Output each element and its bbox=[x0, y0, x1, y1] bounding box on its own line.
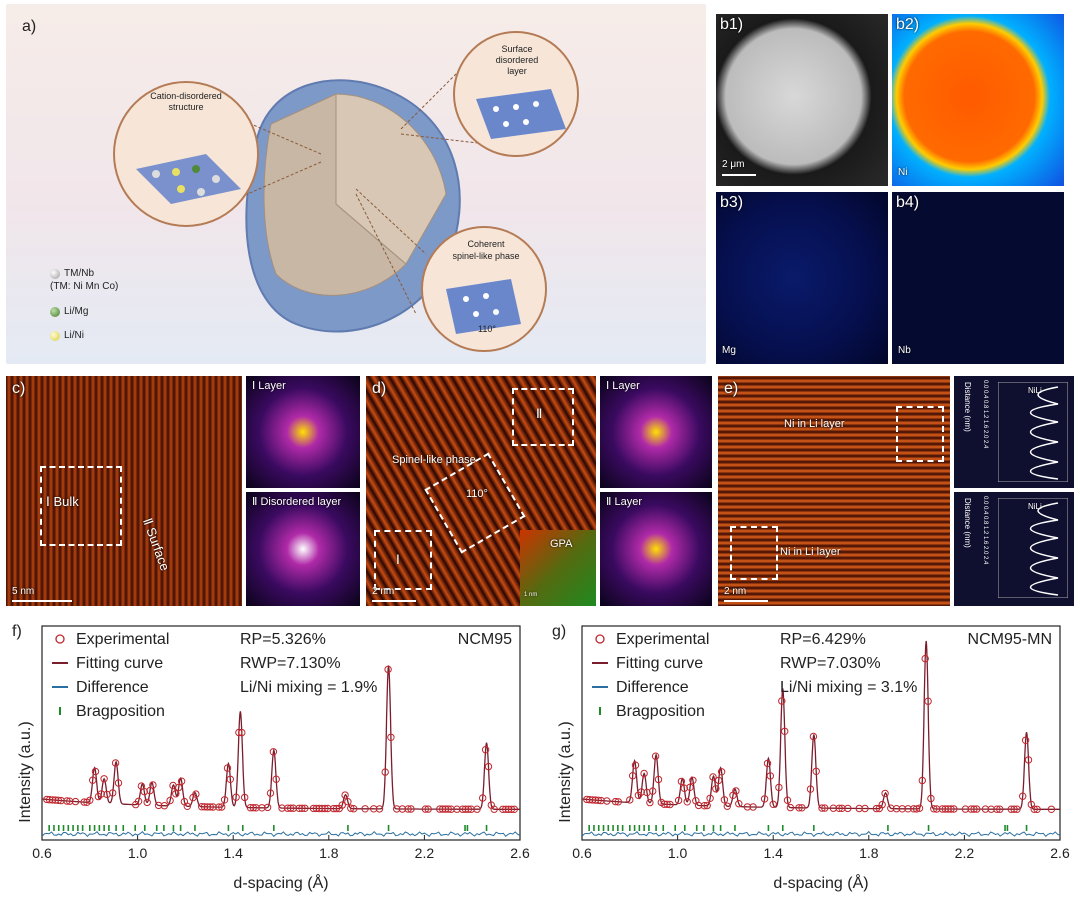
legend-bragg-label: Bragposition bbox=[616, 703, 705, 720]
legend-exp-label: Experimental bbox=[616, 631, 709, 648]
profile-axis-bottom: Distance (nm) bbox=[956, 498, 972, 598]
profile-axis-top: Distance (nm) bbox=[956, 382, 972, 482]
box-ii-label: Ⅱ bbox=[536, 406, 542, 422]
ni-box-top bbox=[896, 406, 944, 462]
surface-label: Ⅱ Surface bbox=[139, 516, 173, 573]
x-tick-label: 2.2 bbox=[955, 845, 975, 861]
x-tick-label: 0.6 bbox=[32, 845, 52, 861]
x-tick-label: 1.4 bbox=[763, 845, 783, 861]
x-tick-label: 1.4 bbox=[223, 845, 243, 861]
y-axis-label: Intensity (a.u.) bbox=[17, 721, 34, 822]
x-axis-label: d-spacing (Å) bbox=[773, 873, 868, 892]
x-tick-label: 1.0 bbox=[128, 845, 148, 861]
panel-d-fft2: Ⅱ Layer bbox=[600, 492, 712, 606]
bulk-label: Ⅰ Bulk bbox=[46, 494, 79, 510]
schematic-svg bbox=[6, 4, 706, 364]
legend-exp-marker bbox=[596, 635, 604, 643]
scale-label-b1: 2 μm bbox=[722, 159, 744, 170]
callout-surface-label: Surface disordered layer bbox=[488, 44, 546, 77]
x-tick-label: 1.8 bbox=[859, 845, 879, 861]
x-tick-label: 1.8 bbox=[319, 845, 339, 861]
box-ii bbox=[512, 388, 574, 446]
legend-tm-note: (TM: Ni Mn Co) bbox=[50, 281, 118, 292]
callout-cation-label: Cation-disordered structure bbox=[146, 91, 226, 113]
tmnb-ball-icon bbox=[50, 269, 60, 279]
panel-c-image: c) Ⅰ Bulk Ⅱ Surface 5 nm bbox=[6, 376, 242, 606]
ni-in-li-top: Ni in Li layer bbox=[784, 418, 845, 430]
spinel-label: Spinel-like phase bbox=[392, 454, 476, 466]
x-tick-label: 2.2 bbox=[415, 845, 435, 861]
spinel-angle: 110° bbox=[466, 488, 488, 500]
lini-ball-icon bbox=[50, 331, 60, 341]
element-nb-label: Nb bbox=[898, 345, 911, 356]
element-ni-label: Ni bbox=[898, 167, 907, 178]
x-axis-label: d-spacing (Å) bbox=[233, 873, 328, 892]
fit-stat: RP=5.326% bbox=[240, 631, 326, 648]
profile-curve-bottom bbox=[998, 498, 1068, 598]
difference-curve bbox=[582, 832, 1060, 837]
panel-b3: b3) Mg bbox=[716, 192, 888, 364]
panel-a: a) Cation-disordered structure S bbox=[6, 4, 706, 364]
x-tick-label: 2.6 bbox=[510, 845, 530, 861]
panel-d-letter: d) bbox=[372, 380, 386, 398]
panel-letter: g) bbox=[552, 623, 566, 640]
ni-in-li-bottom: Ni in Li layer bbox=[780, 546, 841, 558]
panel-d-fft1: Ⅰ Layer bbox=[600, 376, 712, 488]
gpa-inset: GPA 1 nm bbox=[520, 530, 596, 606]
fit-stat: RP=6.429% bbox=[780, 631, 866, 648]
fit-stat: RWP=7.030% bbox=[780, 655, 881, 672]
difference-curve bbox=[42, 832, 520, 837]
legend-exp-marker bbox=[56, 635, 64, 643]
legend-fit-label: Fitting curve bbox=[616, 655, 703, 672]
x-tick-label: 0.6 bbox=[572, 845, 592, 861]
legend-exp-label: Experimental bbox=[76, 631, 169, 648]
scale-label-c: 5 nm bbox=[12, 586, 34, 597]
scale-bar-b1 bbox=[722, 174, 756, 176]
sample-name: NCM95 bbox=[458, 631, 512, 648]
legend-fit-label: Fitting curve bbox=[76, 655, 163, 672]
scale-label-gpa: 1 nm bbox=[524, 592, 537, 598]
panel-c-letter: c) bbox=[12, 380, 25, 398]
ni-box-bottom bbox=[730, 526, 778, 580]
scale-bar-c bbox=[12, 600, 72, 602]
legend-diff-label: Difference bbox=[616, 679, 689, 696]
fit-stat: Li/Ni mixing = 1.9% bbox=[240, 679, 377, 696]
box-i bbox=[374, 530, 432, 590]
scale-label-d: 2 nm bbox=[372, 586, 394, 597]
box-i-label: Ⅰ bbox=[396, 552, 400, 568]
fit-stat: RWP=7.130% bbox=[240, 655, 341, 672]
sample-name: NCM95-MN bbox=[968, 631, 1052, 648]
panel-letter: f) bbox=[12, 623, 22, 640]
callout-angle-label: 110° bbox=[472, 324, 502, 335]
element-mg-label: Mg bbox=[722, 345, 736, 356]
callout-spinel-label-2: spinel-like phase bbox=[436, 251, 536, 262]
scale-label-e: 2 nm bbox=[724, 586, 746, 597]
y-axis-label: Intensity (a.u.) bbox=[557, 721, 574, 822]
panel-c-fft1: Ⅰ Layer bbox=[246, 376, 360, 488]
chart-g: g) 0.6 1.0 1.4 1.8 2.2 2.6 d-spacing (Å) Intensi… bbox=[540, 612, 1080, 912]
panel-c-fft2: Ⅱ Disordered layer bbox=[246, 492, 360, 606]
panel-b1: b1) 2 μm bbox=[716, 14, 888, 186]
panel-b4: b4) Nb bbox=[892, 192, 1064, 364]
panel-e-image: e) Ni in Li layer Ni in Li layer 2 nm bbox=[718, 376, 950, 606]
profile-ticks-top: 0.0 0.4 0.8 1.2 1.6 2.0 2.4 bbox=[978, 380, 988, 484]
x-tick-label: 1.0 bbox=[668, 845, 688, 861]
fit-stat: Li/Ni mixing = 3.1% bbox=[780, 679, 917, 696]
panel-d-image: d) Ⅱ Spinel-like phase 110° Ⅰ GPA 1 nm 2… bbox=[366, 376, 596, 606]
profile-ticks-bottom: 0.0 0.4 0.8 1.2 1.6 2.0 2.4 bbox=[978, 496, 988, 600]
legend-diff-label: Difference bbox=[76, 679, 149, 696]
scale-bar-e bbox=[724, 600, 768, 602]
profile-curve-top bbox=[998, 382, 1068, 482]
callout-spinel-label-1: Coherent bbox=[446, 239, 526, 250]
x-tick-label: 2.6 bbox=[1050, 845, 1070, 861]
panel-b2: b2) Ni bbox=[892, 14, 1064, 186]
limg-ball-icon bbox=[50, 307, 60, 317]
panel-e-letter: e) bbox=[724, 380, 738, 398]
scale-bar-d bbox=[372, 600, 416, 602]
panel-e-profile-bottom: Distance (nm) 0.0 0.4 0.8 1.2 1.6 2.0 2.… bbox=[954, 492, 1074, 606]
spinel-box bbox=[424, 452, 525, 553]
legend-bragg-label: Bragposition bbox=[76, 703, 165, 720]
chart-f: f) 0.6 1.0 1.4 1.8 2.2 2.6 d-spacing (Å) Intensi… bbox=[0, 612, 540, 912]
panel-e-profile-top: Distance (nm) 0.0 0.4 0.8 1.2 1.6 2.0 2.… bbox=[954, 376, 1074, 488]
